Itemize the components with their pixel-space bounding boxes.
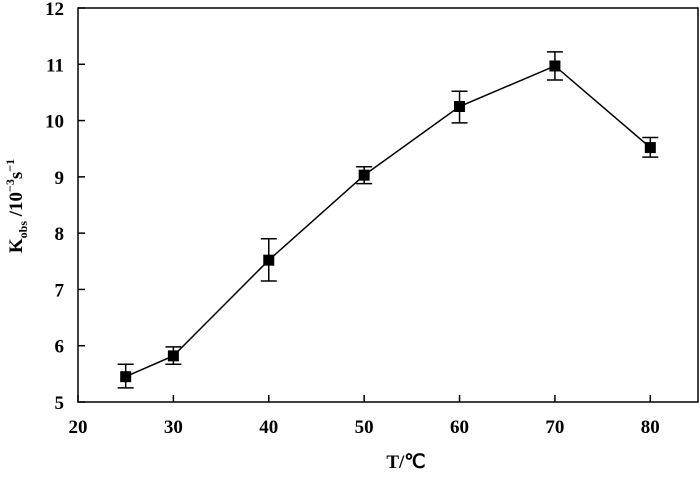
x-tick-label: 40 <box>259 417 278 438</box>
y-axis-title: Kobs /10−3s−1 <box>3 159 30 253</box>
x-tick-label: 80 <box>641 417 660 438</box>
data-point <box>167 350 179 362</box>
y-axis-title-sub: obs <box>16 221 30 239</box>
x-tick-label: 30 <box>164 417 183 438</box>
y-tick-label: 11 <box>46 55 64 76</box>
data-point <box>549 60 561 72</box>
data-point <box>644 142 656 154</box>
series-line <box>125 65 651 378</box>
y-tick-label: 5 <box>55 393 65 414</box>
y-axis-title-unit: /10 <box>6 192 27 221</box>
axes: 20 30 40 50 60 70 80 5 6 7 8 9 10 11 12 <box>45 0 699 438</box>
y-axis-title-exp2: −1 <box>3 159 17 172</box>
y-tick-label: 7 <box>55 280 65 301</box>
data-point <box>120 371 132 383</box>
plot-frame <box>77 7 699 403</box>
data-series <box>117 51 659 389</box>
y-tick-label: 8 <box>55 224 65 245</box>
x-tick-label: 50 <box>355 417 374 438</box>
y-tick-label: 9 <box>55 168 65 189</box>
data-point <box>454 101 466 112</box>
data-point <box>358 169 370 181</box>
x-axis-title: T/℃ <box>386 452 425 473</box>
y-axis-title-exp1: −3 <box>3 179 17 192</box>
x-tick-label: 60 <box>450 417 469 438</box>
x-tick-label: 70 <box>545 417 564 438</box>
y-tick-label: 6 <box>55 337 65 358</box>
data-point <box>263 254 275 266</box>
y-tick-label: 10 <box>45 112 64 133</box>
y-tick-label: 12 <box>45 0 64 20</box>
y-axis-title-main: K <box>6 238 27 253</box>
y-axis-title-unit2: s <box>6 172 27 179</box>
x-tick-label: 20 <box>69 417 88 438</box>
